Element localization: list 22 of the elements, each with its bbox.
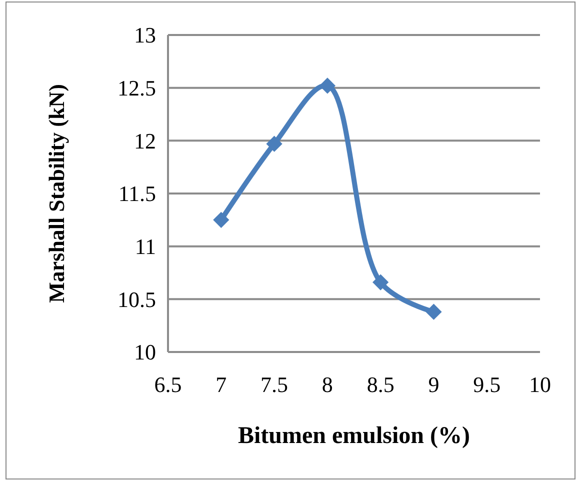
x-tick-label: 9.5 bbox=[473, 372, 501, 397]
x-tick-label: 6.5 bbox=[154, 372, 182, 397]
x-tick-label: 8 bbox=[322, 372, 333, 397]
y-tick-label: 10 bbox=[134, 340, 156, 365]
y-tick-label: 13 bbox=[134, 22, 156, 48]
y-tick-label: 12.5 bbox=[118, 76, 156, 101]
x-tick-label: 9 bbox=[428, 372, 440, 397]
point bbox=[213, 212, 230, 228]
x-tick-label: 7.5 bbox=[260, 372, 288, 397]
x-tick-label: 7 bbox=[216, 372, 227, 397]
point bbox=[266, 136, 282, 152]
point bbox=[319, 78, 336, 94]
y-tick-label: 11.5 bbox=[118, 181, 156, 206]
y-axis-title: Marshall Stability (kN) bbox=[44, 84, 69, 303]
x-tick-label: 8.5 bbox=[366, 372, 394, 397]
y-tick-label: 11 bbox=[134, 234, 156, 260]
point bbox=[372, 274, 389, 290]
point bbox=[426, 304, 442, 320]
x-axis-title: Bitumen emulsion (%) bbox=[238, 423, 470, 449]
y-tick-label: 12 bbox=[134, 128, 156, 154]
x-tick-label: 10 bbox=[529, 372, 551, 397]
y-tick-label: 10.5 bbox=[118, 286, 156, 312]
